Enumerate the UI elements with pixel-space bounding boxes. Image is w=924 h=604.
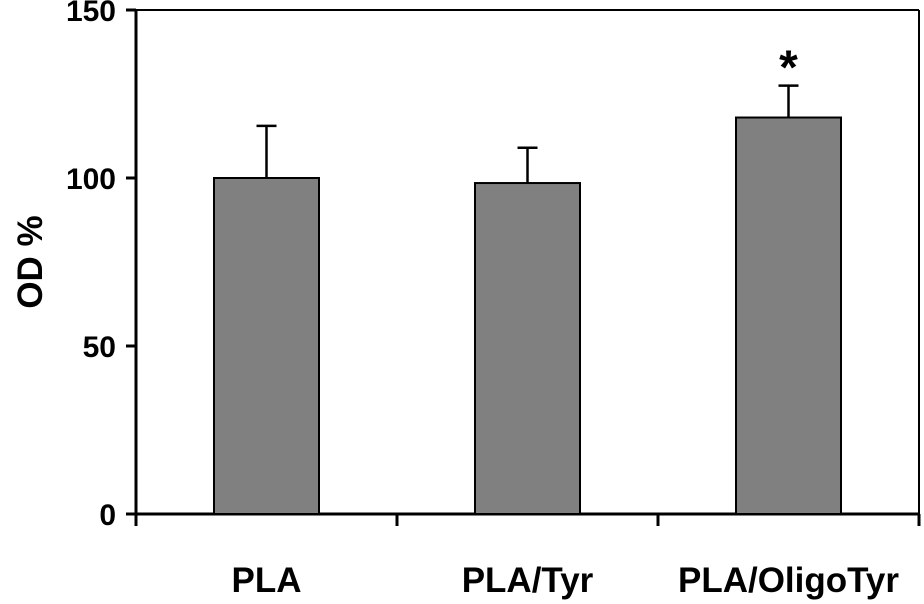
y-tick-label: 100 xyxy=(66,163,116,196)
x-category-label: PLA/OligoTyr xyxy=(678,561,899,600)
significance-marker: * xyxy=(779,42,798,95)
bars xyxy=(213,116,842,516)
y-tick-label: 0 xyxy=(99,499,116,532)
y-tick-labels: 0 50 100 150 xyxy=(66,0,116,532)
x-category-label: PLA/Tyr xyxy=(462,561,594,600)
x-category-labels: PLA PLA/Tyr PLA/OligoTyr xyxy=(232,561,900,600)
bar-pla xyxy=(213,177,320,515)
y-axis-title: OD % xyxy=(11,215,50,308)
y-tick-label: 50 xyxy=(83,331,116,364)
y-tick-label: 150 xyxy=(66,0,116,28)
error-bars xyxy=(256,84,799,184)
bar-pla-oligotyr xyxy=(735,116,842,516)
bar-pla-tyr xyxy=(474,182,581,515)
x-category-label: PLA xyxy=(232,561,302,600)
annotations: * xyxy=(779,42,798,95)
